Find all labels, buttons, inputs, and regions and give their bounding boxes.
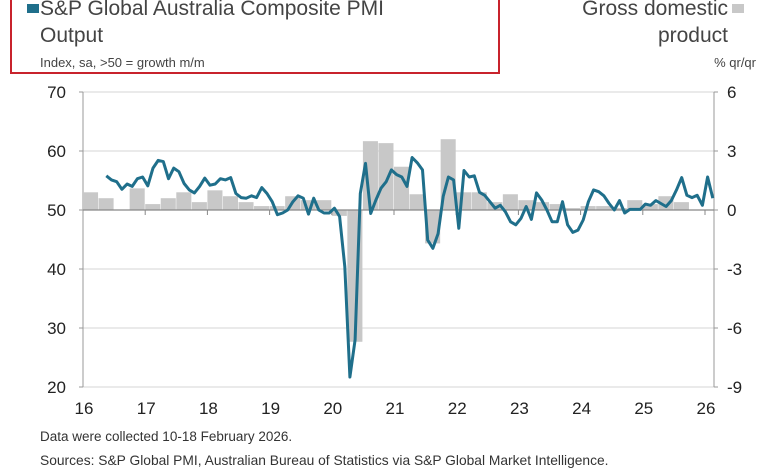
x-tick-label: 25 — [634, 399, 653, 418]
x-tick-label: 20 — [323, 399, 342, 418]
footer-sources: Sources: S&P Global PMI, Australian Bure… — [40, 453, 609, 468]
right-tick-label: 0 — [727, 201, 736, 220]
gdp-bar — [596, 206, 612, 210]
gdp-bar — [129, 188, 145, 210]
x-tick-label: 18 — [199, 399, 218, 418]
gdp-bar — [222, 196, 238, 210]
gdp-bar — [83, 192, 99, 210]
right-tick-label: -6 — [727, 319, 742, 338]
pmi-legend-label: S&P Global Australia Composite PMI Outpu… — [40, 0, 384, 47]
gdp-bar — [673, 202, 689, 210]
gdp-bar — [565, 208, 581, 210]
x-tick-label: 23 — [510, 399, 529, 418]
x-tick-label: 17 — [137, 399, 156, 418]
gdp-legend-label: Gross domestic product — [582, 0, 728, 47]
left-tick-label: 30 — [47, 319, 66, 338]
highlight-box — [10, 0, 500, 74]
gdp-bar — [533, 202, 549, 210]
gdp-bar — [611, 208, 627, 210]
right-tick-label: 3 — [727, 142, 736, 161]
x-tick-label: 21 — [386, 399, 405, 418]
x-tick-label: 26 — [697, 399, 716, 418]
gdp-bar — [331, 210, 347, 216]
right-tick-label: -3 — [727, 260, 742, 279]
x-tick-label: 22 — [448, 399, 467, 418]
gdp-bar — [409, 194, 425, 210]
gdp-bar — [160, 198, 176, 210]
gdp-bar — [316, 200, 332, 210]
left-tick-label: 40 — [47, 260, 66, 279]
left-tick-label: 60 — [47, 142, 66, 161]
gdp-bar — [238, 202, 254, 210]
gdp-bar — [394, 166, 410, 210]
gdp-bar — [378, 143, 394, 210]
right-axis-label: % qr/qr — [714, 55, 756, 70]
gdp-bar — [362, 141, 378, 210]
left-tick-label: 70 — [47, 83, 66, 102]
gdp-bar — [658, 196, 674, 210]
gdp-bar — [642, 204, 658, 210]
gdp-bar — [627, 200, 643, 210]
pmi-line — [105, 156, 715, 379]
gdp-bar — [145, 204, 161, 210]
x-tick-label: 24 — [572, 399, 591, 418]
gdp-bar — [471, 192, 487, 210]
x-tick-label: 19 — [261, 399, 280, 418]
gdp-bar — [502, 194, 518, 210]
right-tick-label: -9 — [727, 378, 742, 397]
left-tick-label: 50 — [47, 201, 66, 220]
gdp-bar — [300, 200, 316, 210]
gdp-legend-swatch — [732, 4, 744, 13]
gdp-bar — [549, 204, 565, 210]
pmi-legend-swatch — [27, 4, 39, 13]
gdp-bar — [176, 192, 192, 210]
gdp-bar — [269, 206, 285, 210]
x-tick-label: 16 — [75, 399, 94, 418]
left-axis-label: Index, sa, >50 = growth m/m — [40, 55, 205, 70]
gdp-bar — [254, 206, 270, 210]
gdp-bar — [456, 192, 472, 210]
footer-note: Data were collected 10-18 February 2026. — [40, 429, 293, 444]
right-tick-label: 6 — [727, 83, 736, 102]
gdp-bar — [207, 190, 223, 210]
left-tick-label: 20 — [47, 378, 66, 397]
gdp-bar — [191, 202, 207, 210]
gdp-bar — [98, 198, 114, 210]
